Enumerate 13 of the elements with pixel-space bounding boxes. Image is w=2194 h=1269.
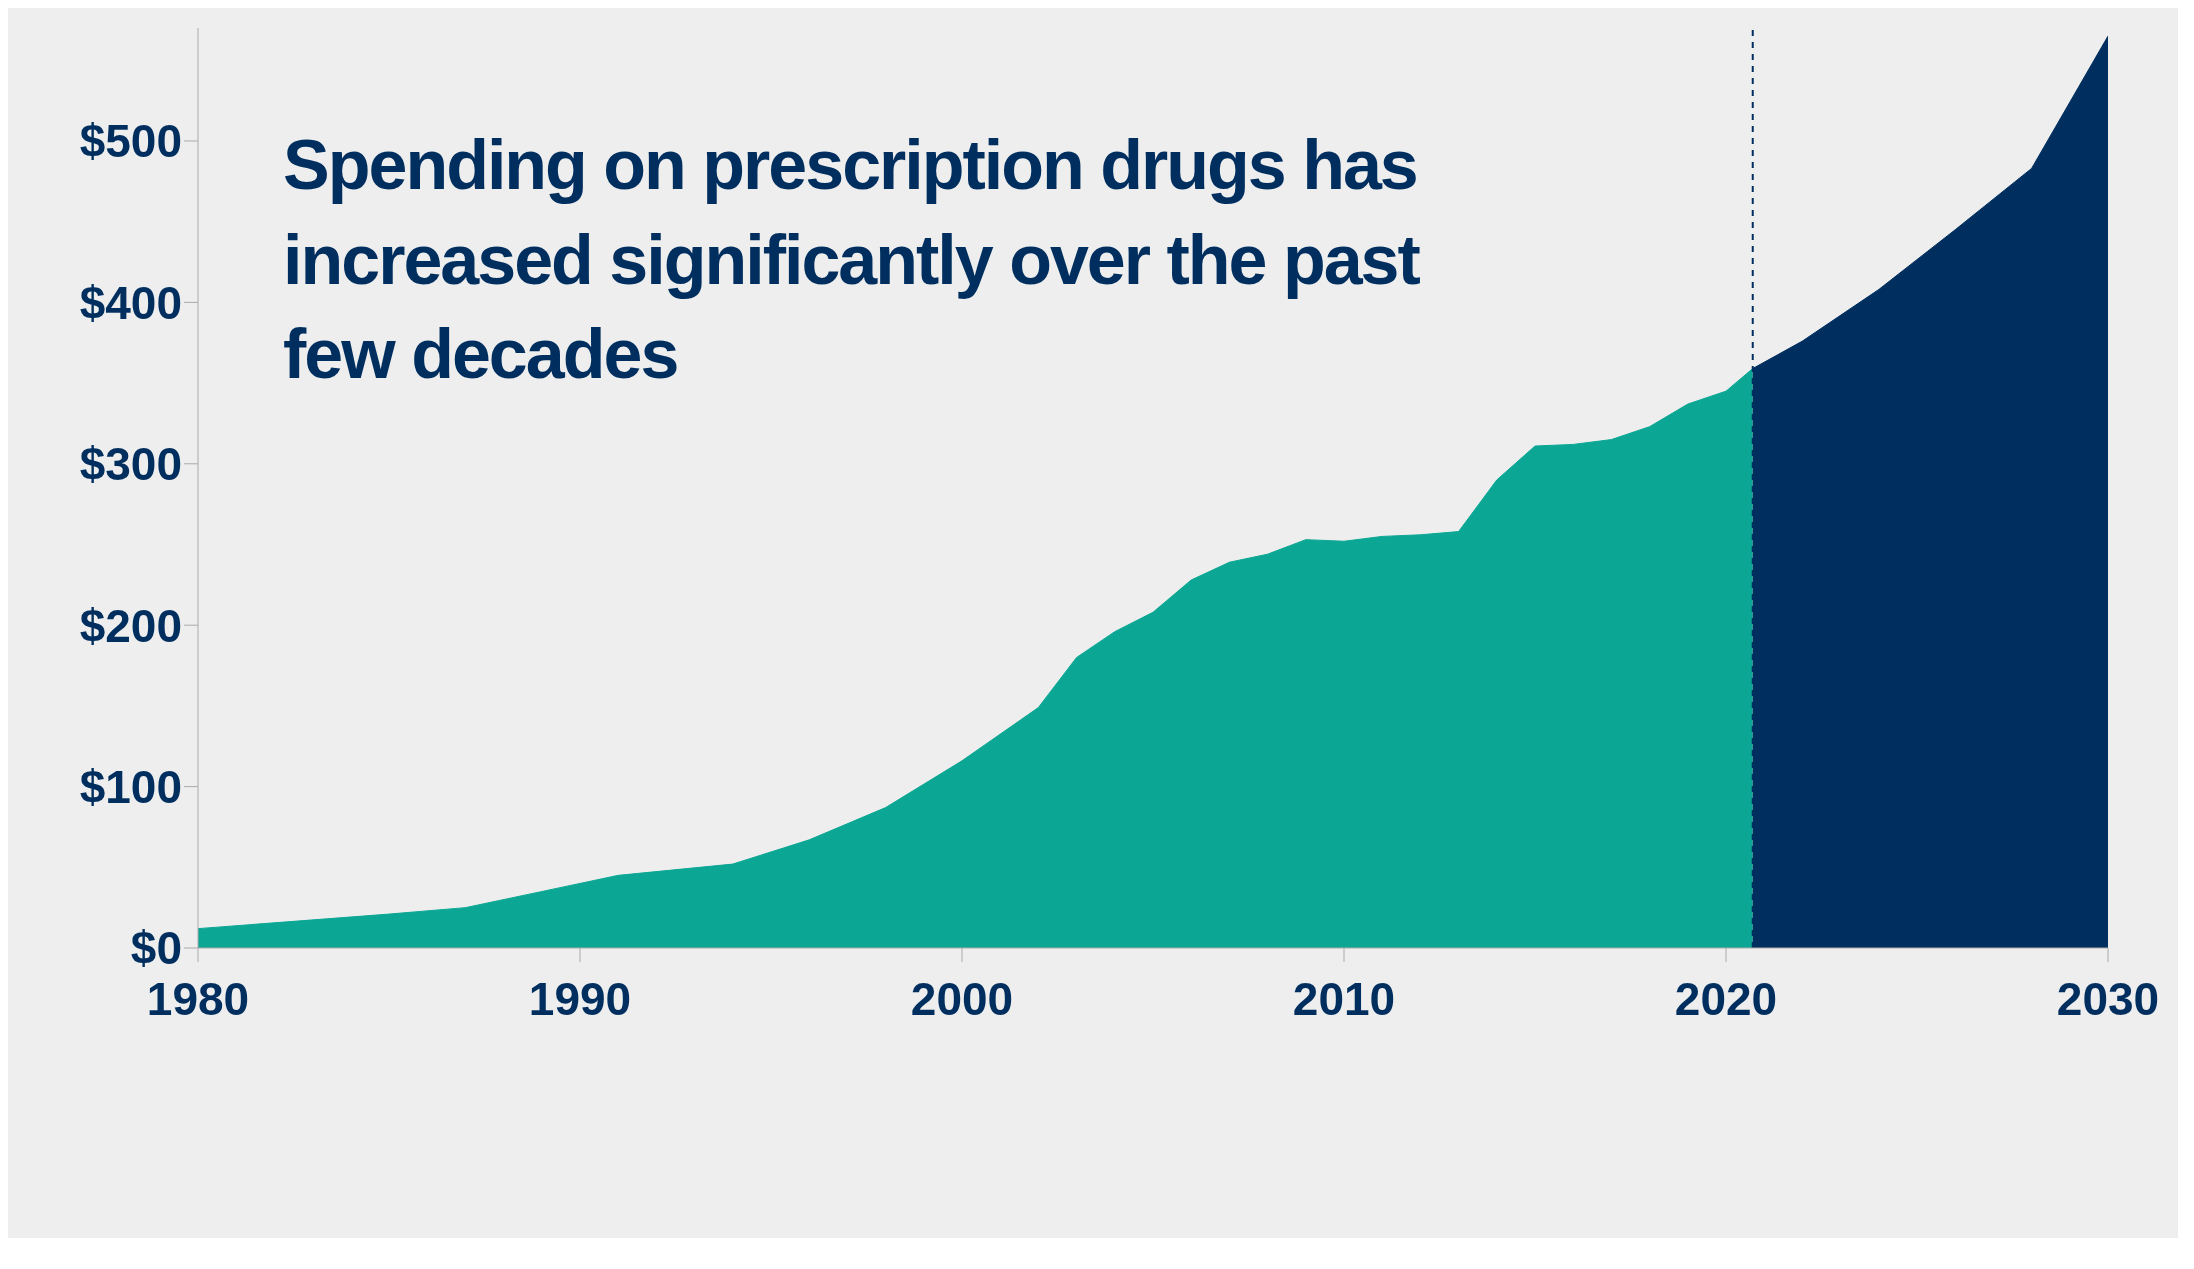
x-tick-label: 1980 bbox=[146, 972, 250, 1025]
y-tick-label: $200 bbox=[79, 599, 182, 652]
x-tick-label: 2000 bbox=[910, 972, 1014, 1025]
y-tick-label: $400 bbox=[79, 276, 182, 329]
y-tick-label: $500 bbox=[79, 115, 182, 168]
x-tick-label: 2010 bbox=[1292, 972, 1396, 1025]
text: Spending on prescription drugs has increased significantly over the past few decades bbox=[283, 125, 1421, 395]
x-tick-label: 1990 bbox=[528, 972, 632, 1025]
x-tick-label: 2020 bbox=[1674, 972, 1778, 1025]
x-tick-label: 2030 bbox=[2056, 972, 2160, 1025]
y-tick-label: $300 bbox=[79, 438, 182, 491]
y-tick-label: $0 bbox=[130, 922, 182, 975]
y-tick-label: $100 bbox=[79, 760, 182, 813]
